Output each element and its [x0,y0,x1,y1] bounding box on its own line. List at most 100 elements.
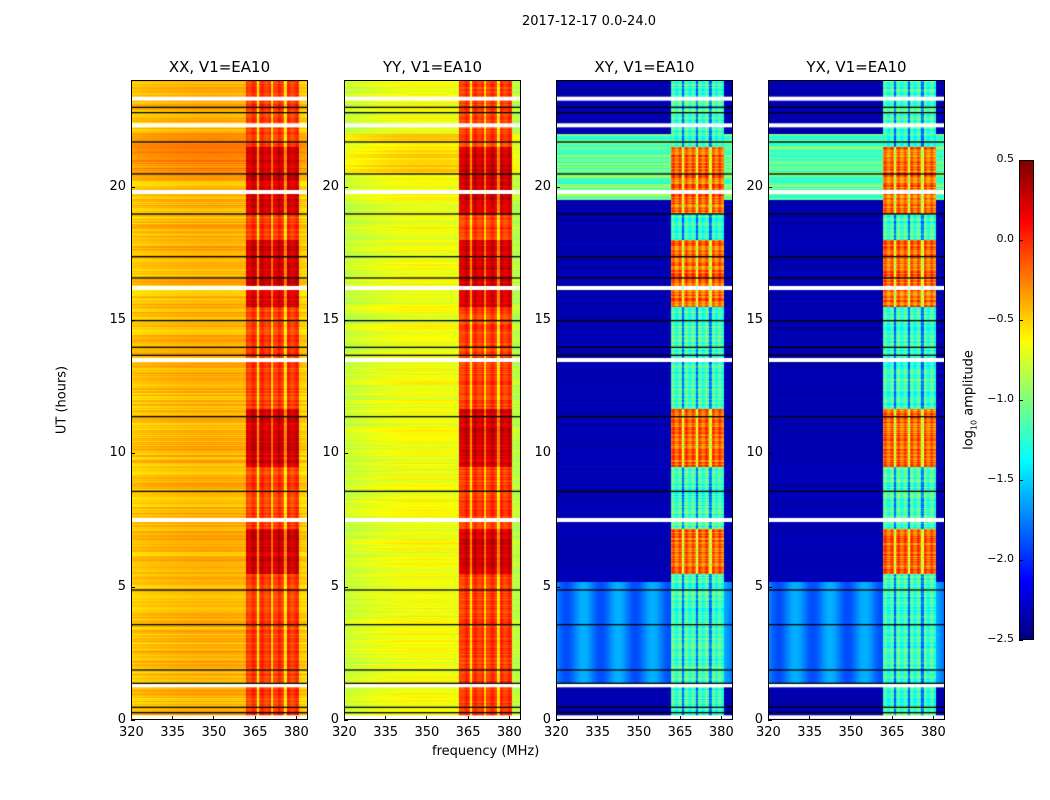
panel-title: YY, V1=EA10 [382,58,483,76]
y-tick-label: 5 [542,578,551,594]
y-tick-label: 10 [746,445,763,461]
x-tick-label: 350 [201,725,227,740]
y-tick [344,320,348,321]
heatmap-image [768,80,945,720]
y-tick-label: 20 [109,178,126,194]
colorbar-tick [1019,480,1023,481]
x-tick [344,716,345,720]
x-tick-label: 350 [838,725,864,740]
x-tick [679,716,681,720]
x-tick-label: 380 [283,725,309,740]
x-tick-label: 380 [708,725,734,740]
x-tick-label: 320 [756,725,781,740]
y-tick [344,453,348,455]
x-tick-label: 350 [414,725,440,740]
colorbar-tick-label: −2.0 [987,552,1014,565]
y-tick-label: 0 [117,712,126,727]
colorbar-tick-label: −1.0 [987,392,1014,405]
colorbar-tick [1019,160,1023,161]
x-tick [891,716,893,720]
y-tick-label: 10 [322,445,339,461]
colorbar-tick-label: −0.5 [987,312,1014,325]
x-tick-label: 320 [544,725,569,740]
panel-3: YX, V1=EA10 0 5 10 15 20 320 335 350 365 380 [746,58,945,740]
panel-0: XX, V1=EA10 0 5 10 15 20 320 335 350 365 380 [109,58,308,740]
y-tick [556,453,560,455]
y-tick [556,186,560,188]
x-tick [768,716,769,720]
y-tick-label: 5 [117,578,126,594]
x-tick [131,716,132,720]
x-tick [426,716,428,720]
y-tick [131,186,135,188]
y-tick-label: 0 [542,712,551,727]
x-tick [932,716,934,720]
y-tick-label: 20 [746,178,763,194]
x-tick [556,716,557,720]
heatmap-image [556,80,733,720]
y-tick [556,586,560,588]
x-tick [720,716,722,720]
y-tick-label: 10 [534,445,551,461]
colorbar-tick [1019,640,1023,641]
y-tick-label: 20 [322,178,339,194]
y-tick-label: 5 [330,578,339,594]
colorbar-label-sub: 10 [969,419,979,431]
x-tick-label: 335 [373,725,399,740]
y-tick [131,453,135,455]
y-tick [556,720,560,721]
panel-title: XY, V1=EA10 [594,58,695,76]
y-tick [344,720,348,721]
x-tick [508,716,510,720]
colorbar-tick [1019,240,1023,241]
y-tick [131,586,135,588]
y-axis-label: UT (hours) [54,365,70,435]
colorbar-tick [1019,560,1023,561]
panel-2: XY, V1=EA10 0 5 10 15 20 320 335 350 365 380 [534,58,733,740]
heatmap-image [344,80,521,720]
colorbar-label-log: log [961,430,977,450]
y-tick-label: 0 [754,712,763,727]
x-tick [467,716,469,720]
figure-title: 2017-12-17 0.0-24.0 [522,14,656,29]
x-tick-label: 365 [879,725,905,740]
x-tick-label: 350 [626,725,652,740]
x-tick [809,716,811,720]
y-tick-label: 15 [746,312,763,327]
colorbar-tick-label: 0.0 [996,232,1015,245]
y-tick [344,186,348,188]
x-tick-label: 365 [667,725,693,740]
y-tick-label: 15 [109,312,126,327]
x-tick-label: 320 [119,725,144,740]
x-tick [850,716,852,720]
y-tick [556,320,560,321]
x-tick-label: 335 [797,725,823,740]
y-tick [768,453,772,455]
x-tick [638,716,640,720]
y-tick [768,720,772,721]
x-tick-label: 380 [920,725,946,740]
panel-title: YX, V1=EA10 [806,58,907,76]
y-tick [768,586,772,588]
x-tick [295,716,297,720]
x-tick-label: 335 [585,725,611,740]
x-tick-label: 365 [455,725,481,740]
panel-1: YY, V1=EA10 0 5 10 15 20 320 335 350 365 380 [322,58,521,740]
colorbar-label-rest: amplitude [961,350,977,420]
y-tick [131,720,135,721]
y-tick-label: 5 [754,578,763,594]
colorbar-label: log10 amplitude [962,350,979,450]
y-tick-label: 10 [109,445,126,461]
y-tick-label: 0 [330,712,339,727]
x-tick [254,716,256,720]
x-tick-label: 365 [242,725,268,740]
colorbar-tick-label: −1.5 [987,472,1014,485]
y-tick [768,186,772,188]
heatmap-image [131,80,308,720]
x-tick [213,716,215,720]
panel-title: XX, V1=EA10 [168,58,271,76]
y-tick-label: 15 [322,312,339,327]
x-tick-label: 380 [496,725,522,740]
x-tick [385,716,387,720]
